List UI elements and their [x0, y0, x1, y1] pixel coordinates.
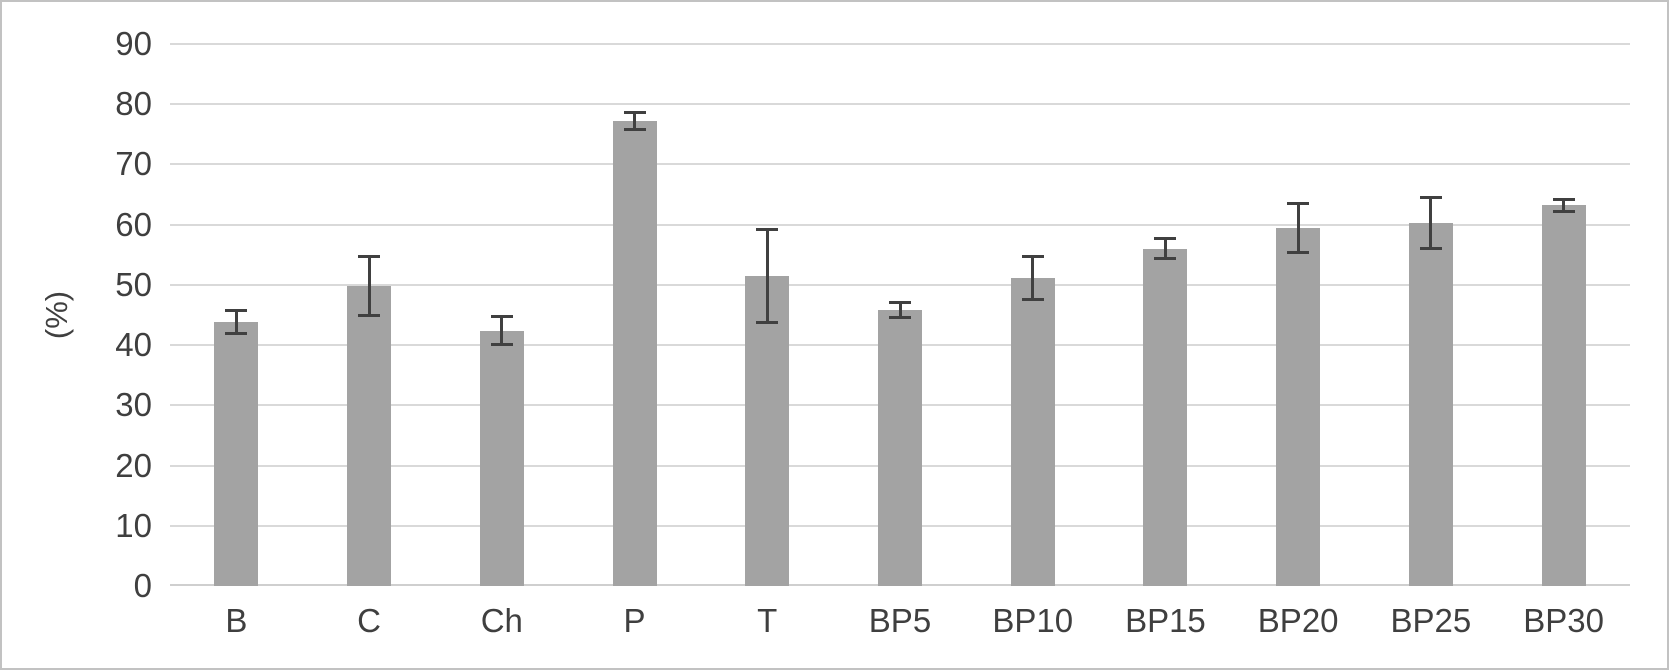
error-bar-BP20 — [1287, 201, 1310, 254]
error-bar-BP15 — [1154, 237, 1177, 261]
bar-BP20 — [1276, 227, 1321, 586]
x-axis-label-BP10: BP10 — [992, 602, 1074, 639]
y-axis-tick-label: 80 — [115, 85, 152, 123]
x-axis-labels: B C Ch P T BP5 BP10 BP15 BP20 BP25 BP30 — [170, 598, 1630, 644]
x-axis-label-BP30: BP30 — [1523, 602, 1604, 639]
error-bar-whisker — [1163, 240, 1167, 258]
bar-BP10 — [1010, 277, 1055, 586]
x-axis-label-B: B — [225, 602, 248, 639]
error-bar-whisker — [1429, 198, 1433, 247]
error-bar-whisker — [1296, 204, 1300, 251]
x-axis-label-BP25: BP25 — [1390, 602, 1472, 639]
gridline — [170, 163, 1630, 166]
bar-Ch — [479, 330, 524, 586]
error-bar-whisker — [1562, 201, 1566, 210]
x-axis-label-Ch: Ch — [480, 602, 523, 639]
x-axis-label-C: C — [357, 602, 381, 639]
bar-B — [214, 322, 259, 586]
gridline — [170, 223, 1630, 226]
error-bar-C — [358, 255, 381, 317]
y-axis-tick-label: 0 — [133, 567, 152, 604]
bar-BP25 — [1408, 222, 1453, 586]
error-bar-T — [756, 227, 779, 325]
gridline — [170, 103, 1630, 106]
error-bar-whisker — [1031, 257, 1035, 298]
y-axis-tick-label: 30 — [115, 386, 152, 424]
plot-area — [170, 43, 1630, 586]
error-bar-BP10 — [1021, 254, 1044, 301]
error-bar-whisker — [633, 114, 637, 128]
error-bar-whisker — [898, 303, 902, 316]
bar-C — [347, 286, 392, 586]
y-axis-tick-label: 90 — [115, 25, 152, 62]
bar-BP30 — [1541, 205, 1586, 586]
gridline — [170, 43, 1630, 45]
bar-BP5 — [878, 309, 922, 586]
error-bar-whisker — [367, 258, 371, 314]
x-axis-label-BP15: BP15 — [1125, 602, 1206, 639]
bar-P — [612, 121, 657, 586]
y-axis-tick-label: 60 — [115, 205, 152, 243]
bar-BP15 — [1143, 248, 1188, 586]
error-bar-Ch — [490, 315, 513, 347]
y-axis-tick-label: 10 — [115, 506, 152, 544]
y-axis-tick-label: 70 — [115, 145, 152, 183]
error-bar-B — [225, 308, 248, 336]
y-axis-tick-label: 50 — [115, 265, 152, 303]
error-bar-whisker — [500, 318, 504, 344]
x-axis-label-T: T — [757, 602, 778, 639]
y-axis-tick-label: 20 — [115, 446, 152, 484]
error-bar-whisker — [234, 311, 238, 333]
x-axis-label-P: P — [623, 602, 646, 639]
error-bar-whisker — [765, 230, 769, 322]
error-bar-BP25 — [1419, 195, 1442, 250]
error-bar-BP30 — [1552, 198, 1575, 213]
x-axis-label-BP5: BP5 — [868, 602, 932, 639]
gridline — [170, 283, 1630, 286]
bar-T — [745, 275, 790, 586]
error-bar-BP5 — [889, 300, 911, 319]
y-axis-tick-label: 40 — [115, 326, 152, 364]
x-axis-label-BP20: BP20 — [1257, 602, 1339, 639]
error-bar-P — [623, 111, 646, 131]
